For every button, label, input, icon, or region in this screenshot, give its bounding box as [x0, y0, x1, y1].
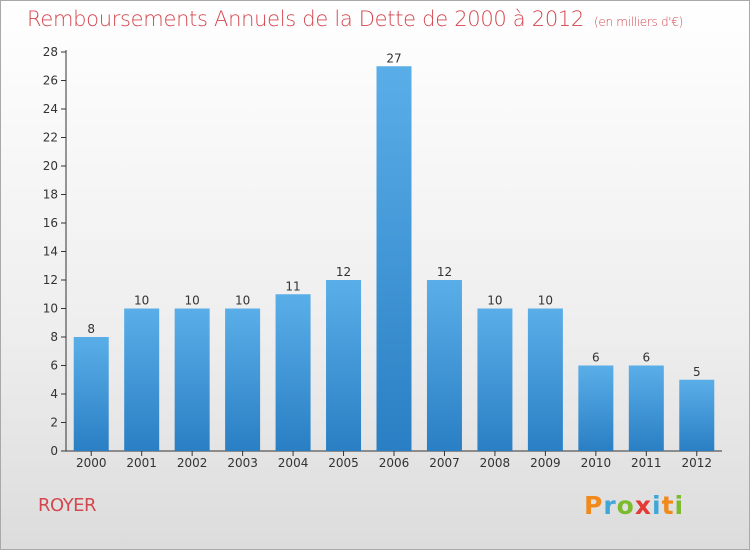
logo-letter: P — [584, 491, 604, 520]
x-tick-label: 2011 — [631, 456, 662, 470]
x-tick-label: 2006 — [379, 456, 410, 470]
proxiti-logo[interactable]: Proxiti — [584, 491, 684, 520]
value-label-2000: 8 — [87, 322, 95, 336]
commune-name: ROYER — [38, 495, 97, 516]
y-tick-label: 6 — [50, 359, 58, 373]
logo-letter: i — [674, 491, 685, 520]
x-tick-label: 2008 — [480, 456, 511, 470]
y-tick-label: 10 — [43, 302, 58, 316]
x-tick-label: 2007 — [429, 456, 460, 470]
logo-letter: t — [661, 491, 675, 520]
x-tick-label: 2005 — [328, 456, 359, 470]
bar-2009 — [527, 308, 563, 451]
x-tick-label: 2009 — [530, 456, 561, 470]
value-label-2002: 10 — [185, 294, 200, 308]
y-tick-label: 8 — [50, 330, 58, 344]
x-tick-label: 2001 — [126, 456, 157, 470]
y-tick-label: 0 — [50, 444, 58, 458]
y-tick-label: 14 — [43, 245, 58, 259]
bar-2005 — [326, 280, 362, 451]
value-label-2006: 27 — [386, 51, 401, 65]
bar-2002 — [174, 308, 210, 451]
logo-letter: o — [616, 491, 635, 520]
bar-2003 — [225, 308, 261, 451]
x-tick-label: 2000 — [76, 456, 107, 470]
bars — [73, 66, 715, 451]
value-label-2009: 10 — [538, 294, 553, 308]
y-tick-label: 2 — [50, 416, 58, 430]
value-label-2008: 10 — [487, 294, 502, 308]
bar-2007 — [426, 280, 462, 451]
y-tick-label: 26 — [43, 74, 58, 88]
y-tick-label: 16 — [43, 216, 58, 230]
value-labels: 8 10 10 10 11 12 27 12 10 10 6 6 5 — [87, 51, 700, 379]
bar-2004 — [275, 294, 311, 451]
logo-letter: r — [603, 491, 617, 520]
value-label-2001: 10 — [134, 294, 149, 308]
y-tick-label: 4 — [50, 387, 58, 401]
x-tick-label: 2004 — [278, 456, 309, 470]
y-tick-label: 28 — [43, 45, 58, 59]
x-tick-label: 2010 — [581, 456, 612, 470]
x-tick-label: 2003 — [227, 456, 258, 470]
logo-letter: x — [634, 491, 652, 520]
y-tick-label: 24 — [43, 102, 58, 116]
value-label-2005: 12 — [336, 265, 351, 279]
logo-letter: i — [652, 491, 662, 520]
value-label-2011: 6 — [642, 351, 650, 365]
bar-2011 — [628, 365, 664, 451]
value-label-2007: 12 — [437, 265, 452, 279]
chart-title-text: Remboursements Annuels de la Dette de 20… — [27, 7, 584, 31]
y-tick-label: 20 — [43, 159, 58, 173]
chart-title: Remboursements Annuels de la Dette de 20… — [27, 7, 683, 31]
y-tick-label: 12 — [43, 273, 58, 287]
y-tick-label: 18 — [43, 188, 58, 202]
bar-2008 — [477, 308, 513, 451]
y-tick-label: 22 — [43, 131, 58, 145]
value-label-2003: 10 — [235, 294, 250, 308]
bar-2006 — [376, 66, 412, 451]
x-tick-label: 2002 — [177, 456, 208, 470]
value-label-2012: 5 — [693, 365, 701, 379]
value-label-2004: 11 — [285, 279, 300, 293]
bar-2012 — [679, 379, 715, 451]
bar-2000 — [73, 337, 109, 451]
value-label-2010: 6 — [592, 351, 600, 365]
x-tick-label: 2012 — [681, 456, 712, 470]
bar-2010 — [578, 365, 614, 451]
chart-unit: (en milliers d'€) — [594, 15, 684, 29]
bar-2001 — [124, 308, 160, 451]
